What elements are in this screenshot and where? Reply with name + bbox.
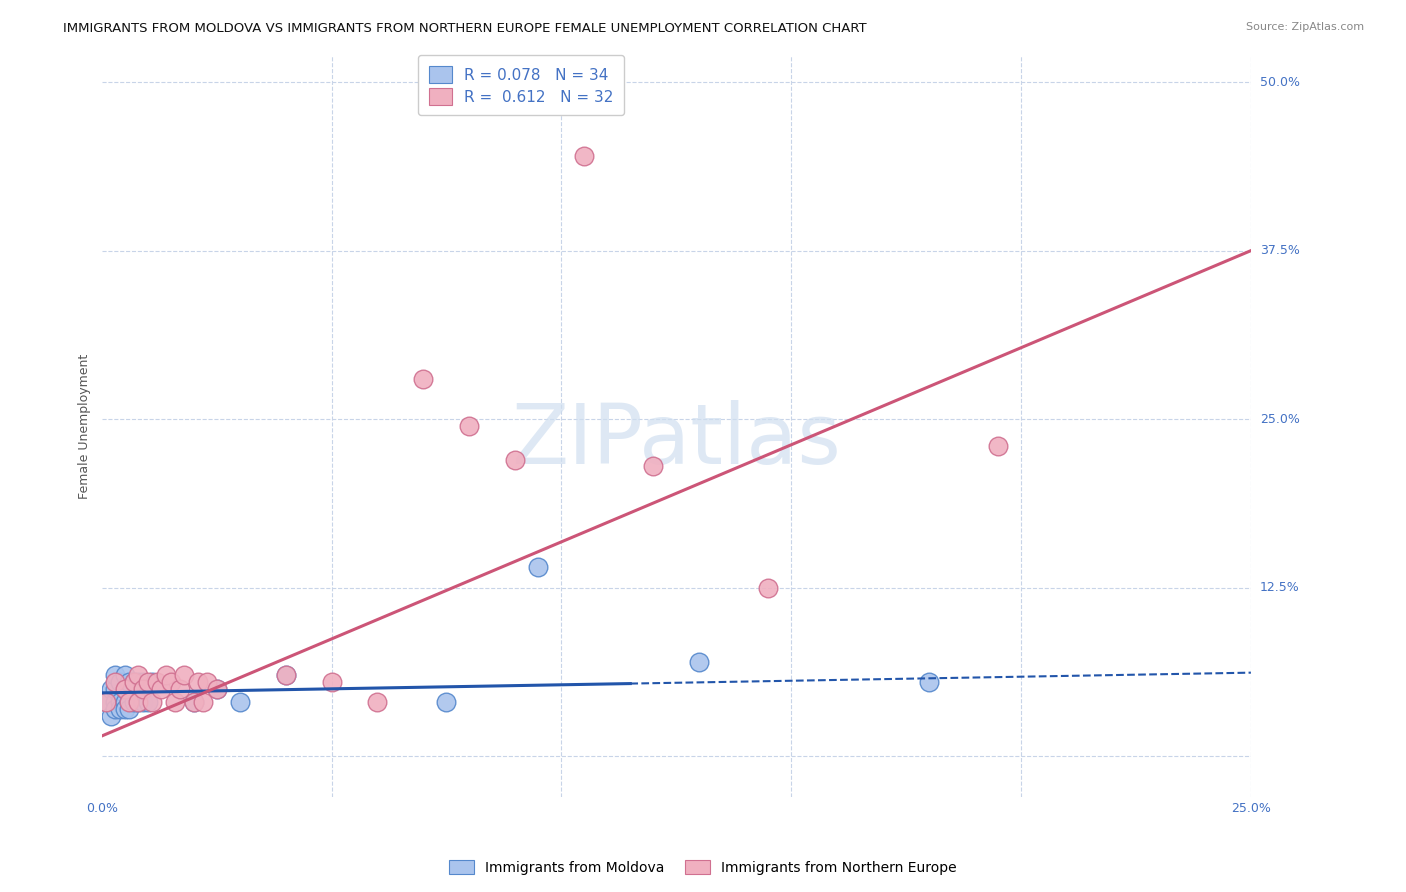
Point (274, 668, 297, 682)
Point (114, 668, 136, 682)
Point (122, 695, 145, 709)
Point (412, 372, 434, 386)
Point (118, 675, 141, 690)
Point (366, 695, 388, 709)
Point (122, 675, 145, 690)
Point (108, 695, 131, 709)
Point (127, 675, 149, 690)
Point (136, 675, 159, 690)
Point (141, 695, 163, 709)
Point (150, 681, 173, 696)
Point (118, 702, 141, 716)
Point (132, 675, 155, 690)
Point (127, 668, 149, 682)
Point (187, 675, 209, 690)
Point (96, 695, 118, 709)
Text: IMMIGRANTS FROM MOLDOVA VS IMMIGRANTS FROM NORTHERN EUROPE FEMALE UNEMPLOYMENT C: IMMIGRANTS FROM MOLDOVA VS IMMIGRANTS FR… (63, 22, 868, 36)
Text: Source: ZipAtlas.com: Source: ZipAtlas.com (1246, 22, 1364, 32)
Point (132, 695, 155, 709)
Point (197, 675, 219, 690)
Point (118, 681, 141, 696)
Point (321, 675, 343, 690)
Point (205, 681, 228, 696)
Point (159, 675, 181, 690)
Text: ZIPatlas: ZIPatlas (512, 401, 841, 482)
Point (458, 418, 481, 433)
Point (108, 702, 131, 716)
Point (141, 675, 163, 690)
Text: 12.5%: 12.5% (1260, 582, 1299, 594)
Point (228, 695, 250, 709)
Point (114, 681, 136, 696)
Point (108, 675, 131, 690)
Point (527, 560, 550, 574)
Point (918, 675, 941, 690)
Point (118, 695, 141, 709)
Point (173, 668, 195, 682)
Point (104, 695, 127, 709)
Point (987, 439, 1010, 453)
Point (104, 668, 127, 682)
Legend: Immigrants from Moldova, Immigrants from Northern Europe: Immigrants from Moldova, Immigrants from… (443, 855, 963, 880)
Point (146, 675, 169, 690)
Text: 50.0%: 50.0% (1260, 76, 1301, 88)
Text: 25.0%: 25.0% (1260, 413, 1301, 425)
Point (169, 681, 191, 696)
Point (127, 695, 149, 709)
Point (127, 695, 149, 709)
Point (574, 149, 596, 163)
Point (205, 681, 228, 696)
Point (104, 675, 127, 690)
Y-axis label: Female Unemployment: Female Unemployment (79, 353, 91, 499)
Point (104, 681, 127, 696)
Point (100, 681, 122, 696)
Point (688, 655, 710, 669)
Point (104, 702, 127, 716)
Point (183, 695, 205, 709)
Point (183, 695, 205, 709)
Point (114, 702, 136, 716)
Point (136, 695, 159, 709)
Point (643, 459, 665, 474)
Point (191, 695, 214, 709)
Point (122, 675, 145, 690)
Point (114, 695, 136, 709)
Point (165, 695, 187, 709)
Point (100, 708, 122, 723)
Legend: R = 0.078   N = 34, R =  0.612   N = 32: R = 0.078 N = 34, R = 0.612 N = 32 (418, 55, 624, 115)
Point (436, 695, 458, 709)
Point (96, 695, 118, 709)
Point (756, 581, 779, 595)
Point (274, 668, 297, 682)
Point (505, 452, 527, 467)
Point (132, 681, 155, 696)
Point (118, 695, 141, 709)
Text: 37.5%: 37.5% (1260, 244, 1301, 257)
Point (114, 681, 136, 696)
Point (155, 668, 177, 682)
